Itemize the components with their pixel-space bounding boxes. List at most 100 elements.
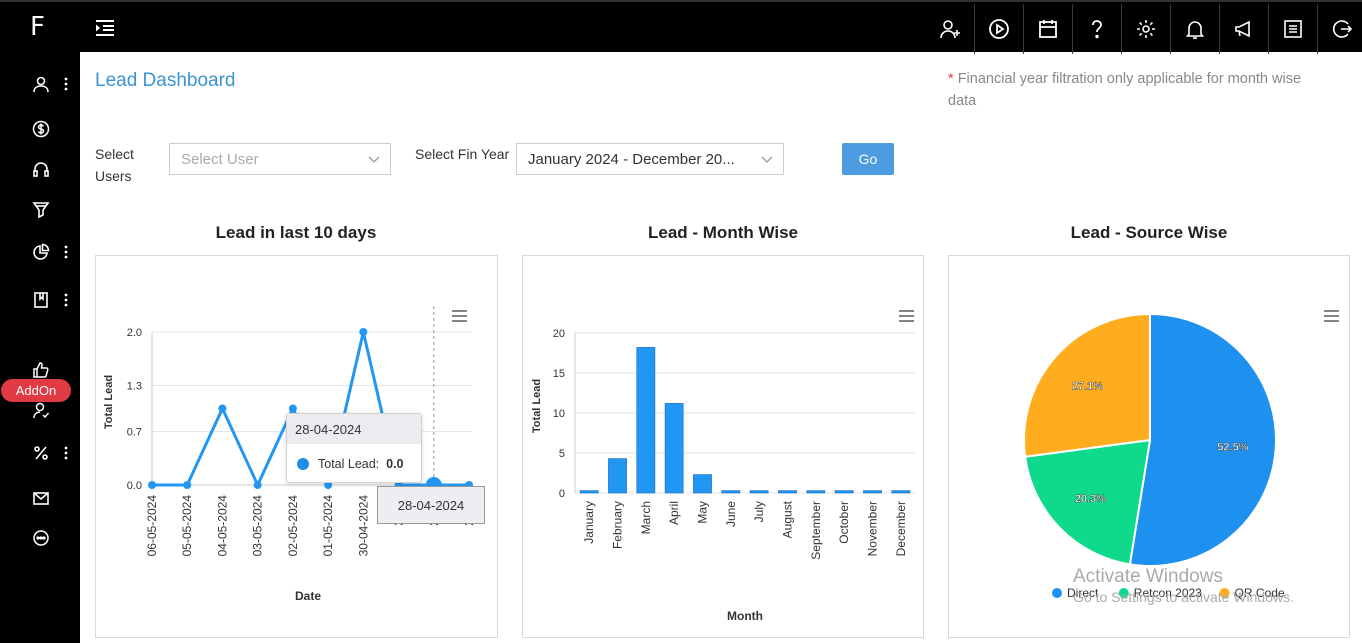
add-user-icon[interactable]	[925, 4, 974, 54]
fin-year-value: January 2024 - December 20...	[528, 150, 735, 168]
select-users-label-line2: Users	[95, 168, 132, 184]
x-axis-title: Date	[295, 589, 321, 603]
slice-label: 27.1%	[1072, 380, 1103, 392]
tooltip-header: 28-04-2024	[287, 414, 421, 444]
bar	[749, 490, 769, 494]
bar	[693, 474, 712, 494]
select-user-placeholder: Select User	[181, 150, 259, 168]
sidebar: AddOn	[0, 52, 80, 643]
chart-menu-icon[interactable]	[452, 310, 467, 322]
addon-badge[interactable]: AddOn	[1, 379, 71, 402]
fin-year-label: Select Fin Year	[415, 146, 510, 162]
chevron-down-icon	[761, 152, 773, 169]
fin-year-dropdown[interactable]: January 2024 - December 20...	[516, 143, 784, 175]
play-icon[interactable]	[974, 4, 1023, 54]
user-check-icon[interactable]	[30, 399, 52, 421]
pie-slice	[1023, 312, 1151, 458]
headset-icon[interactable]	[30, 158, 52, 180]
data-point	[253, 481, 262, 489]
line-chart-tooltip: 28-04-2024 Total Lead: 0.0	[286, 413, 422, 483]
data-point	[288, 404, 297, 413]
legend-item: Retcon 2023	[1134, 586, 1202, 600]
financial-year-note: * Financial year filtration only applica…	[948, 68, 1328, 112]
legend-marker	[1219, 588, 1230, 598]
megaphone-icon[interactable]	[1219, 4, 1268, 54]
percent-icon[interactable]	[30, 442, 52, 464]
bar-chart: 0 5 10 15 20 January February March April May June…	[531, 310, 915, 623]
kebab-menu-icon[interactable]	[60, 289, 72, 311]
x-tick-label: 04-05-2024	[215, 495, 229, 557]
x-tick-label: February	[611, 501, 625, 549]
bar	[579, 490, 599, 494]
bar	[863, 490, 882, 494]
bar-chart-panel: 0 5 10 15 20 January February March April May June…	[522, 255, 924, 638]
data-point	[359, 328, 368, 336]
watermark-line1: Activate Windows	[1073, 566, 1223, 587]
user-icon[interactable]	[30, 73, 52, 95]
y-tick-label: 2.0	[127, 327, 142, 339]
book-icon[interactable]	[30, 289, 52, 311]
x-tick-label: September	[809, 501, 823, 560]
crosshair-label: 28-04-2024	[377, 486, 485, 524]
bar	[806, 490, 826, 494]
kebab-menu-icon[interactable]	[60, 442, 72, 464]
y-tick-label: 15	[553, 368, 565, 380]
bar-chart-title: Lead - Month Wise	[647, 223, 798, 242]
x-tick-label: 01-05-2024	[321, 495, 335, 557]
x-tick-label: December	[894, 501, 908, 556]
y-tick-label: 0.0	[127, 480, 142, 492]
line-chart-panel: 0.0 0.7 1.3 2.0 06-05-2024 05-05-2024 04-05-20…	[95, 255, 498, 638]
legend-item: Direct	[1067, 586, 1099, 600]
x-tick-label: May	[696, 501, 710, 524]
bar	[636, 347, 656, 494]
x-tick-label: 30-04-2024	[356, 495, 370, 557]
data-point	[183, 481, 192, 489]
pie-chart: 52.5% 20.3% 27.1% Direct Retcon 2023 QR Code	[1023, 310, 1339, 600]
y-tick-label: 0.7	[127, 426, 142, 438]
pie-chart-icon[interactable]	[30, 241, 52, 263]
logout-icon[interactable]	[1317, 4, 1362, 54]
calendar-icon[interactable]	[1023, 4, 1072, 54]
list-icon[interactable]	[1268, 4, 1317, 54]
x-tick-label: October	[837, 501, 851, 544]
line-chart-title: Lead in last 10 days	[215, 223, 377, 242]
select-users-label: Select Users	[95, 143, 134, 187]
y-tick-label: 1.3	[127, 381, 142, 393]
kebab-menu-icon[interactable]	[60, 73, 72, 95]
slice-label: 20.3%	[1075, 493, 1106, 505]
y-tick-label: 0	[559, 488, 565, 500]
chart-menu-icon[interactable]	[899, 310, 914, 322]
menu-toggle-icon[interactable]	[95, 19, 115, 42]
bell-icon[interactable]	[1170, 4, 1219, 54]
x-tick-label: November	[866, 501, 880, 556]
x-axis-title: Month	[727, 609, 763, 623]
x-tick-label: June	[724, 501, 738, 527]
data-point	[218, 404, 227, 413]
pie-chart-title: Lead - Source Wise	[1070, 223, 1228, 242]
app-logo[interactable]: F	[30, 12, 45, 42]
go-button[interactable]: Go	[842, 143, 894, 175]
x-tick-label: 06-05-2024	[145, 495, 159, 557]
filter-icon[interactable]	[30, 198, 52, 220]
pie-slice	[1023, 438, 1152, 566]
help-icon[interactable]	[1072, 4, 1121, 54]
page-title: Lead Dashboard	[95, 70, 236, 91]
kebab-menu-icon[interactable]	[60, 241, 72, 263]
legend-marker	[1118, 588, 1129, 598]
chat-icon[interactable]	[30, 527, 52, 549]
thumbs-up-icon[interactable]	[30, 359, 52, 381]
y-tick-label: 5	[559, 448, 565, 460]
mail-icon[interactable]	[30, 487, 52, 509]
chart-menu-icon[interactable]	[1324, 310, 1339, 322]
dollar-icon[interactable]	[30, 118, 52, 140]
gear-icon[interactable]	[1121, 4, 1170, 54]
slice-label: 52.5%	[1217, 442, 1248, 454]
activate-windows-watermark: Activate Windows Go to Settings to activ…	[1073, 566, 1294, 605]
series-dot	[297, 458, 309, 470]
y-tick-label: 10	[553, 408, 565, 420]
pie-chart-panel: 52.5% 20.3% 27.1% Direct Retcon 2023 QR Code	[948, 255, 1350, 638]
x-tick-label: April	[667, 501, 681, 525]
x-tick-label: 03-05-2024	[251, 495, 265, 557]
x-tick-label: 05-05-2024	[180, 495, 194, 557]
select-user-dropdown[interactable]: Select User	[169, 143, 391, 175]
